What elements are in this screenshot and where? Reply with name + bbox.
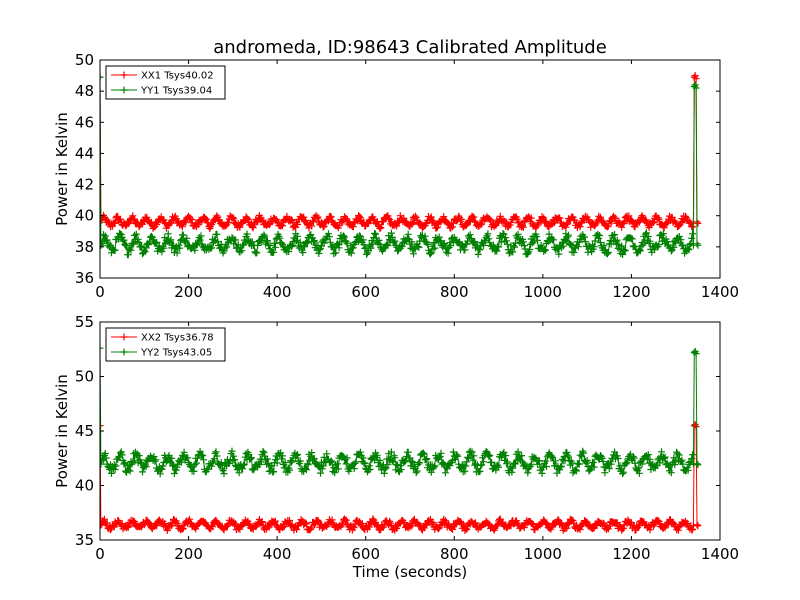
legend-entry: YY1 Tsys39.04 bbox=[140, 86, 212, 97]
series-2-1 bbox=[100, 421, 702, 534]
series-2-2 bbox=[100, 344, 702, 478]
legend-entry: YY2 Tsys43.05 bbox=[140, 348, 212, 359]
x-tick-label: 1000 bbox=[524, 545, 562, 563]
x-tick-label: 400 bbox=[263, 545, 292, 563]
y-tick-label: 50 bbox=[75, 51, 94, 69]
x-tick-label: 0 bbox=[95, 545, 105, 563]
y-tick-label: 36 bbox=[75, 269, 94, 287]
x-tick-label: 800 bbox=[440, 545, 469, 563]
x-tick-label: 1200 bbox=[612, 545, 650, 563]
legend-marker bbox=[120, 333, 128, 341]
y-tick-label: 50 bbox=[75, 368, 94, 386]
x-tick-label: 1000 bbox=[524, 283, 562, 301]
x-tick-label: 0 bbox=[95, 283, 105, 301]
x-axis-label: Time (seconds) bbox=[352, 563, 468, 581]
series-markers bbox=[100, 73, 702, 259]
y-axis-label: Power in Kelvin bbox=[53, 374, 71, 488]
y-tick-label: 45 bbox=[75, 422, 94, 440]
y-tick-label: 40 bbox=[75, 477, 94, 495]
series-1-2 bbox=[100, 73, 702, 259]
y-tick-label: 38 bbox=[75, 238, 94, 256]
axes-frame bbox=[99, 59, 721, 279]
x-tick-label: 800 bbox=[440, 283, 469, 301]
y-tick-label: 40 bbox=[75, 207, 94, 225]
y-tick-label: 44 bbox=[75, 144, 94, 162]
series-1-1 bbox=[100, 72, 702, 232]
x-tick-label: 600 bbox=[351, 283, 380, 301]
x-tick-label: 600 bbox=[351, 545, 380, 563]
legend-marker bbox=[120, 348, 128, 356]
y-tick-label: 48 bbox=[75, 82, 94, 100]
y-axis-label: Power in Kelvin bbox=[53, 112, 71, 226]
legend: XX2 Tsys36.78 YY2 Tsys43.05 bbox=[105, 327, 226, 362]
series-markers bbox=[100, 72, 702, 232]
x-tick-label: 200 bbox=[174, 545, 203, 563]
legend-box bbox=[105, 327, 226, 362]
x-tick-label: 1200 bbox=[612, 283, 650, 301]
series-markers bbox=[100, 344, 702, 478]
chart-title: andromeda, ID:98643 Calibrated Amplitude bbox=[213, 37, 607, 58]
x-tick-label: 1400 bbox=[701, 283, 739, 301]
y-tick-label: 55 bbox=[75, 313, 94, 331]
legend-marker bbox=[120, 86, 128, 94]
y-tick-label: 46 bbox=[75, 113, 94, 131]
legend-marker bbox=[120, 71, 128, 79]
series-markers bbox=[100, 421, 702, 534]
panel-bottom: 0 200 400 600 800 1000 1200 1400 35 40 45 50 55 Power… bbox=[53, 313, 739, 581]
legend-entry: XX2 Tsys36.78 bbox=[141, 333, 214, 344]
y-tick-label: 42 bbox=[75, 176, 94, 194]
x-tick-label: 200 bbox=[174, 283, 203, 301]
legend-entry: XX1 Tsys40.02 bbox=[141, 71, 214, 82]
legend: XX1 Tsys40.02 YY1 Tsys39.04 bbox=[105, 65, 226, 100]
x-tick-label: 400 bbox=[263, 283, 292, 301]
x-tick-label: 1400 bbox=[701, 545, 739, 563]
y-tick-label: 35 bbox=[75, 531, 94, 549]
legend-box bbox=[105, 65, 226, 100]
panel-top: 0 200 400 600 800 1000 1200 1400 36 38 40 42 44 46 48 5… bbox=[53, 51, 739, 301]
